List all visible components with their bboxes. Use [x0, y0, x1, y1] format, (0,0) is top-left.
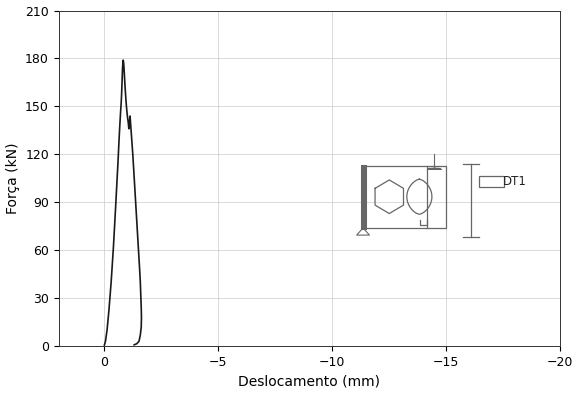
Bar — [479, 176, 504, 187]
X-axis label: Deslocamento (mm): Deslocamento (mm) — [239, 374, 380, 388]
Bar — [362, 165, 365, 228]
Bar — [362, 165, 446, 228]
Text: DT1: DT1 — [503, 175, 527, 188]
Y-axis label: Força (kN): Força (kN) — [6, 143, 20, 214]
